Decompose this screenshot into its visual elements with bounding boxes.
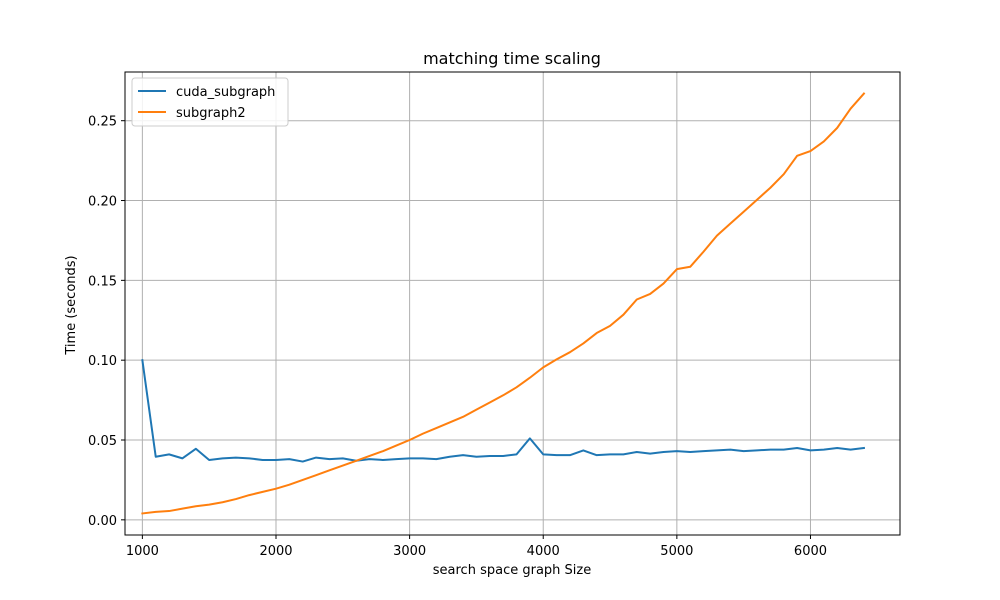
x-tick-label: 2000 xyxy=(259,544,292,559)
plot-frame xyxy=(124,71,901,536)
x-tick-label: 1000 xyxy=(126,544,159,559)
y-axis: 0.00 0.05 0.10 0.15 0.20 0.25 xyxy=(88,115,125,529)
series-line-subgraph2 xyxy=(141,92,866,515)
y-tick-label: 0.05 xyxy=(88,434,117,449)
legend-box xyxy=(131,77,289,127)
legend: cuda_subgraph subgraph2 xyxy=(131,77,289,127)
y-tick-label: 0.20 xyxy=(88,195,117,210)
y-tick-label: 0.00 xyxy=(88,514,117,529)
y-tick-label: 0.25 xyxy=(88,115,117,130)
y-tick-label: 0.10 xyxy=(88,354,117,369)
x-tick-label: 4000 xyxy=(527,544,560,559)
x-axis-label: search space graph Size xyxy=(433,563,591,578)
x-axis: 1000 2000 3000 4000 5000 6000 xyxy=(126,535,827,559)
y-axis-label: Time (seconds) xyxy=(64,255,79,355)
series-layer xyxy=(141,92,866,515)
y-tick-label: 0.15 xyxy=(88,274,117,289)
x-tick-label: 3000 xyxy=(393,544,426,559)
series-line-cuda-subgraph xyxy=(141,359,866,463)
chart-title: matching time scaling xyxy=(423,49,601,68)
legend-label-cuda-subgraph: cuda_subgraph xyxy=(176,85,275,100)
x-tick-label: 6000 xyxy=(794,544,827,559)
grid-lines xyxy=(125,72,900,535)
legend-label-subgraph2: subgraph2 xyxy=(176,106,246,121)
x-tick-label: 5000 xyxy=(660,544,693,559)
